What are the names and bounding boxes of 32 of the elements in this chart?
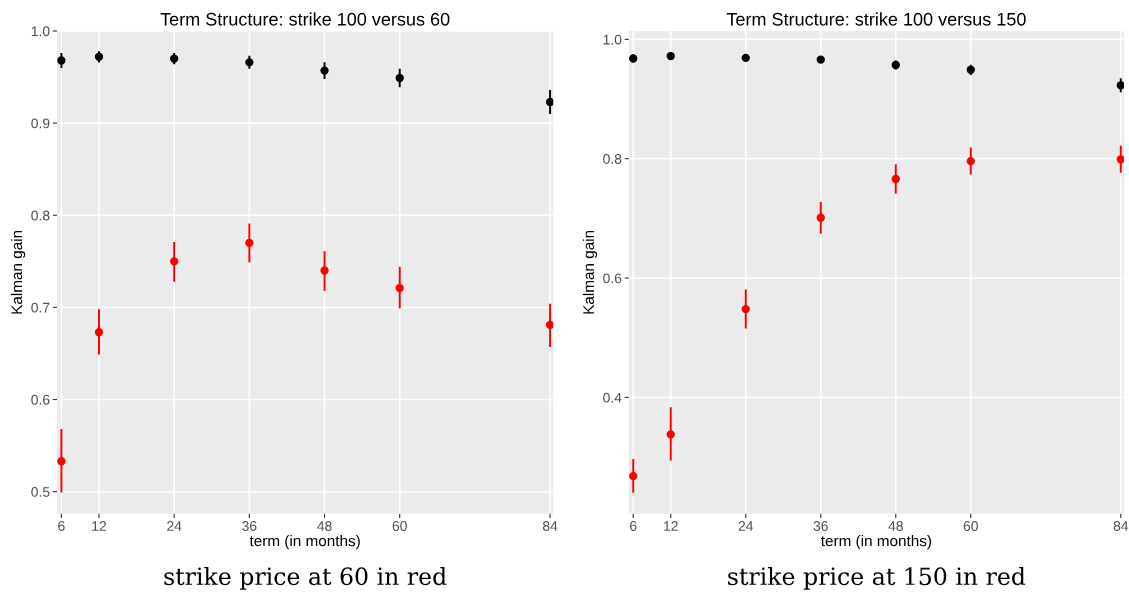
x-axis-title: term (in months) <box>821 535 932 550</box>
text: strike price at 150 in red <box>728 566 1026 590</box>
x-tick-label: 84 <box>542 521 558 531</box>
x-axis-title: term (in months) <box>249 535 360 550</box>
x-tick-label: 84 <box>1113 521 1129 531</box>
x-tick-label: 60 <box>963 521 978 531</box>
x-tick-label: 60 <box>392 521 407 531</box>
chart-title: Term Structure: strike 100 versus 150 <box>726 12 1026 26</box>
x-tick-label: 48 <box>888 521 903 531</box>
chart-title: Term Structure: strike 100 versus 60 <box>160 12 450 26</box>
y-axis-title: Kalman gain <box>582 230 598 314</box>
text: strike price at 60 in red <box>164 566 447 590</box>
y-tick-label: 0.4 <box>603 392 622 403</box>
x-tick-label: 48 <box>317 521 332 531</box>
y-tick-label: 0.6 <box>31 394 50 405</box>
y-tick-label: 0.9 <box>31 118 50 129</box>
x-tick-label: 36 <box>242 521 257 531</box>
x-tick-label: 24 <box>738 521 754 531</box>
y-tick-label: 0.8 <box>603 154 622 164</box>
x-tick-label: 6 <box>630 521 637 531</box>
y-tick-label: 0.7 <box>31 302 50 313</box>
y-tick-label: 1.0 <box>603 34 622 45</box>
x-tick-label: 12 <box>92 521 107 531</box>
y-tick-label: 0.6 <box>603 273 622 284</box>
x-tick-label: 24 <box>167 521 182 531</box>
y-tick-label: 1.0 <box>31 26 50 37</box>
y-tick-label: 0.5 <box>31 486 50 497</box>
x-tick-label: 12 <box>664 521 678 531</box>
y-axis-title: Kalman gain <box>10 230 26 314</box>
x-tick-label: 6 <box>58 521 65 531</box>
x-tick-label: 36 <box>813 521 828 531</box>
y-tick-label: 0.8 <box>31 210 50 221</box>
